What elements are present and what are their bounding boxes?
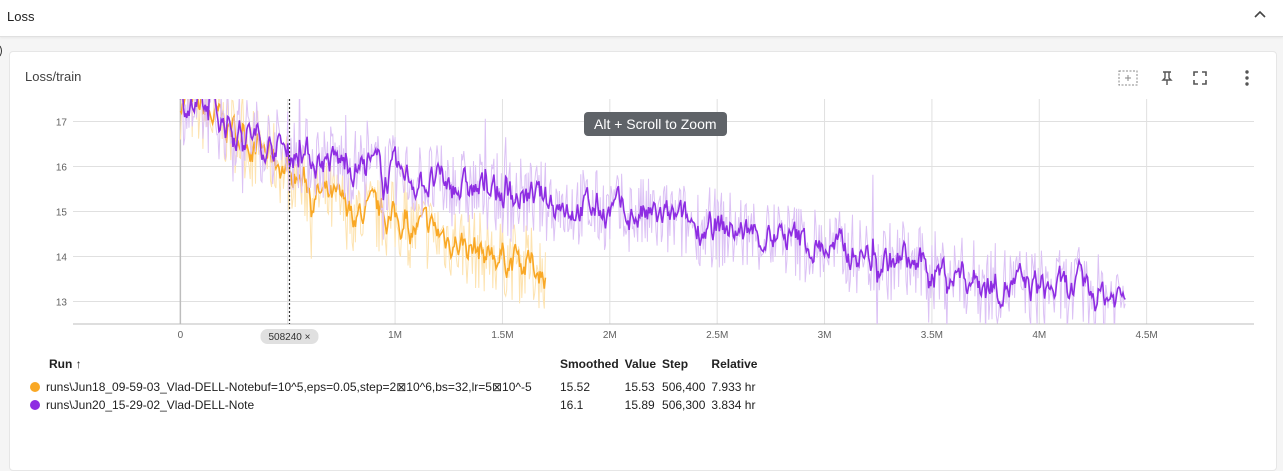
section-title: Loss [7,9,35,24]
x-tick-label: 0 [178,330,184,341]
legend-run-cell: runs\Jun18_09-59-03_Vlad-DELL-Notebuf=10… [30,378,560,396]
step-value: 506,400 [662,380,706,394]
x-tick-label: 2M [603,330,617,341]
legend-header-row: Run ↑ Smoothed Value Step Relative [30,357,763,378]
step-value: 506,300 [662,398,706,412]
y-tick-label: 14 [56,253,68,264]
relative-value: 7.933 hr [711,380,756,394]
series-color-dot [30,382,40,392]
value-header: Value [624,357,657,371]
run-name: runs\Jun20_15-29-02_Vlad-DELL-Note [46,398,255,412]
smoothed-series-line [179,99,1126,312]
legend-table: Run ↑ Smoothed Value Step Relative runs\… [30,357,763,414]
section-header[interactable]: Loss [0,0,1283,37]
fit-domain-icon[interactable] [1117,67,1139,89]
x-tick-label: 1M [388,330,402,341]
x-tick-label: 1.5M [491,330,513,341]
fullscreen-icon[interactable] [1189,67,1211,89]
legend-row[interactable]: runs\Jun18_09-59-03_Vlad-DELL-Notebuf=10… [30,378,763,396]
raw-series-line [182,99,1126,324]
cursor-step-label: 508240 × [268,332,310,343]
relative-header: Relative [711,357,758,371]
relative-value: 3.834 hr [711,398,756,412]
smoothed-header: Smoothed [560,357,619,371]
step-header: Step [662,357,689,371]
legend-row[interactable]: runs\Jun20_15-29-02_Vlad-DELL-Note 16.1 … [30,396,763,414]
x-tick-label: 3M [818,330,832,341]
legend-run-cell: runs\Jun20_15-29-02_Vlad-DELL-Note [30,396,560,414]
y-tick-label: 15 [56,208,68,219]
line-chart[interactable]: 13 14 15 16 17 0 1M 1.5M 2M 2.5M 3M 3.5M 4M 4.5M 50824… [10,52,1276,352]
smoothed-value: 15.52 [560,380,591,394]
raw-series-line [179,99,546,309]
pin-icon[interactable] [1156,67,1178,89]
run-name: runs\Jun18_09-59-03_Vlad-DELL-Notebuf=10… [46,380,532,394]
series-color-dot [30,400,40,410]
raw-value: 15.89 [624,398,655,412]
chart-card: Loss/train 13 14 15 16 17 0 1M 1.5M 2M 2.5M 3M 3.5M… [9,51,1277,471]
more-vert-icon[interactable] [1236,67,1258,89]
raw-value: 15.53 [624,380,655,394]
y-tick-label: 17 [56,118,68,129]
cursor-label-pill [260,329,319,344]
chevron-up-icon[interactable] [1250,5,1270,25]
x-tick-label: 2.5M [706,330,728,341]
x-tick-label: 4.5M [1136,330,1158,341]
run-header[interactable]: Run ↑ [49,357,82,371]
chart-title: Loss/train [25,69,82,84]
y-tick-label: 13 [56,298,68,309]
edge-glyph [0,45,2,57]
smoothed-series-line [179,99,547,289]
zoom-hint-tooltip: Alt + Scroll to Zoom [584,112,727,136]
y-tick-label: 16 [56,163,68,174]
smoothed-value: 16.1 [560,398,584,412]
x-tick-label: 4M [1032,330,1046,341]
x-tick-label: 3.5M [921,330,943,341]
